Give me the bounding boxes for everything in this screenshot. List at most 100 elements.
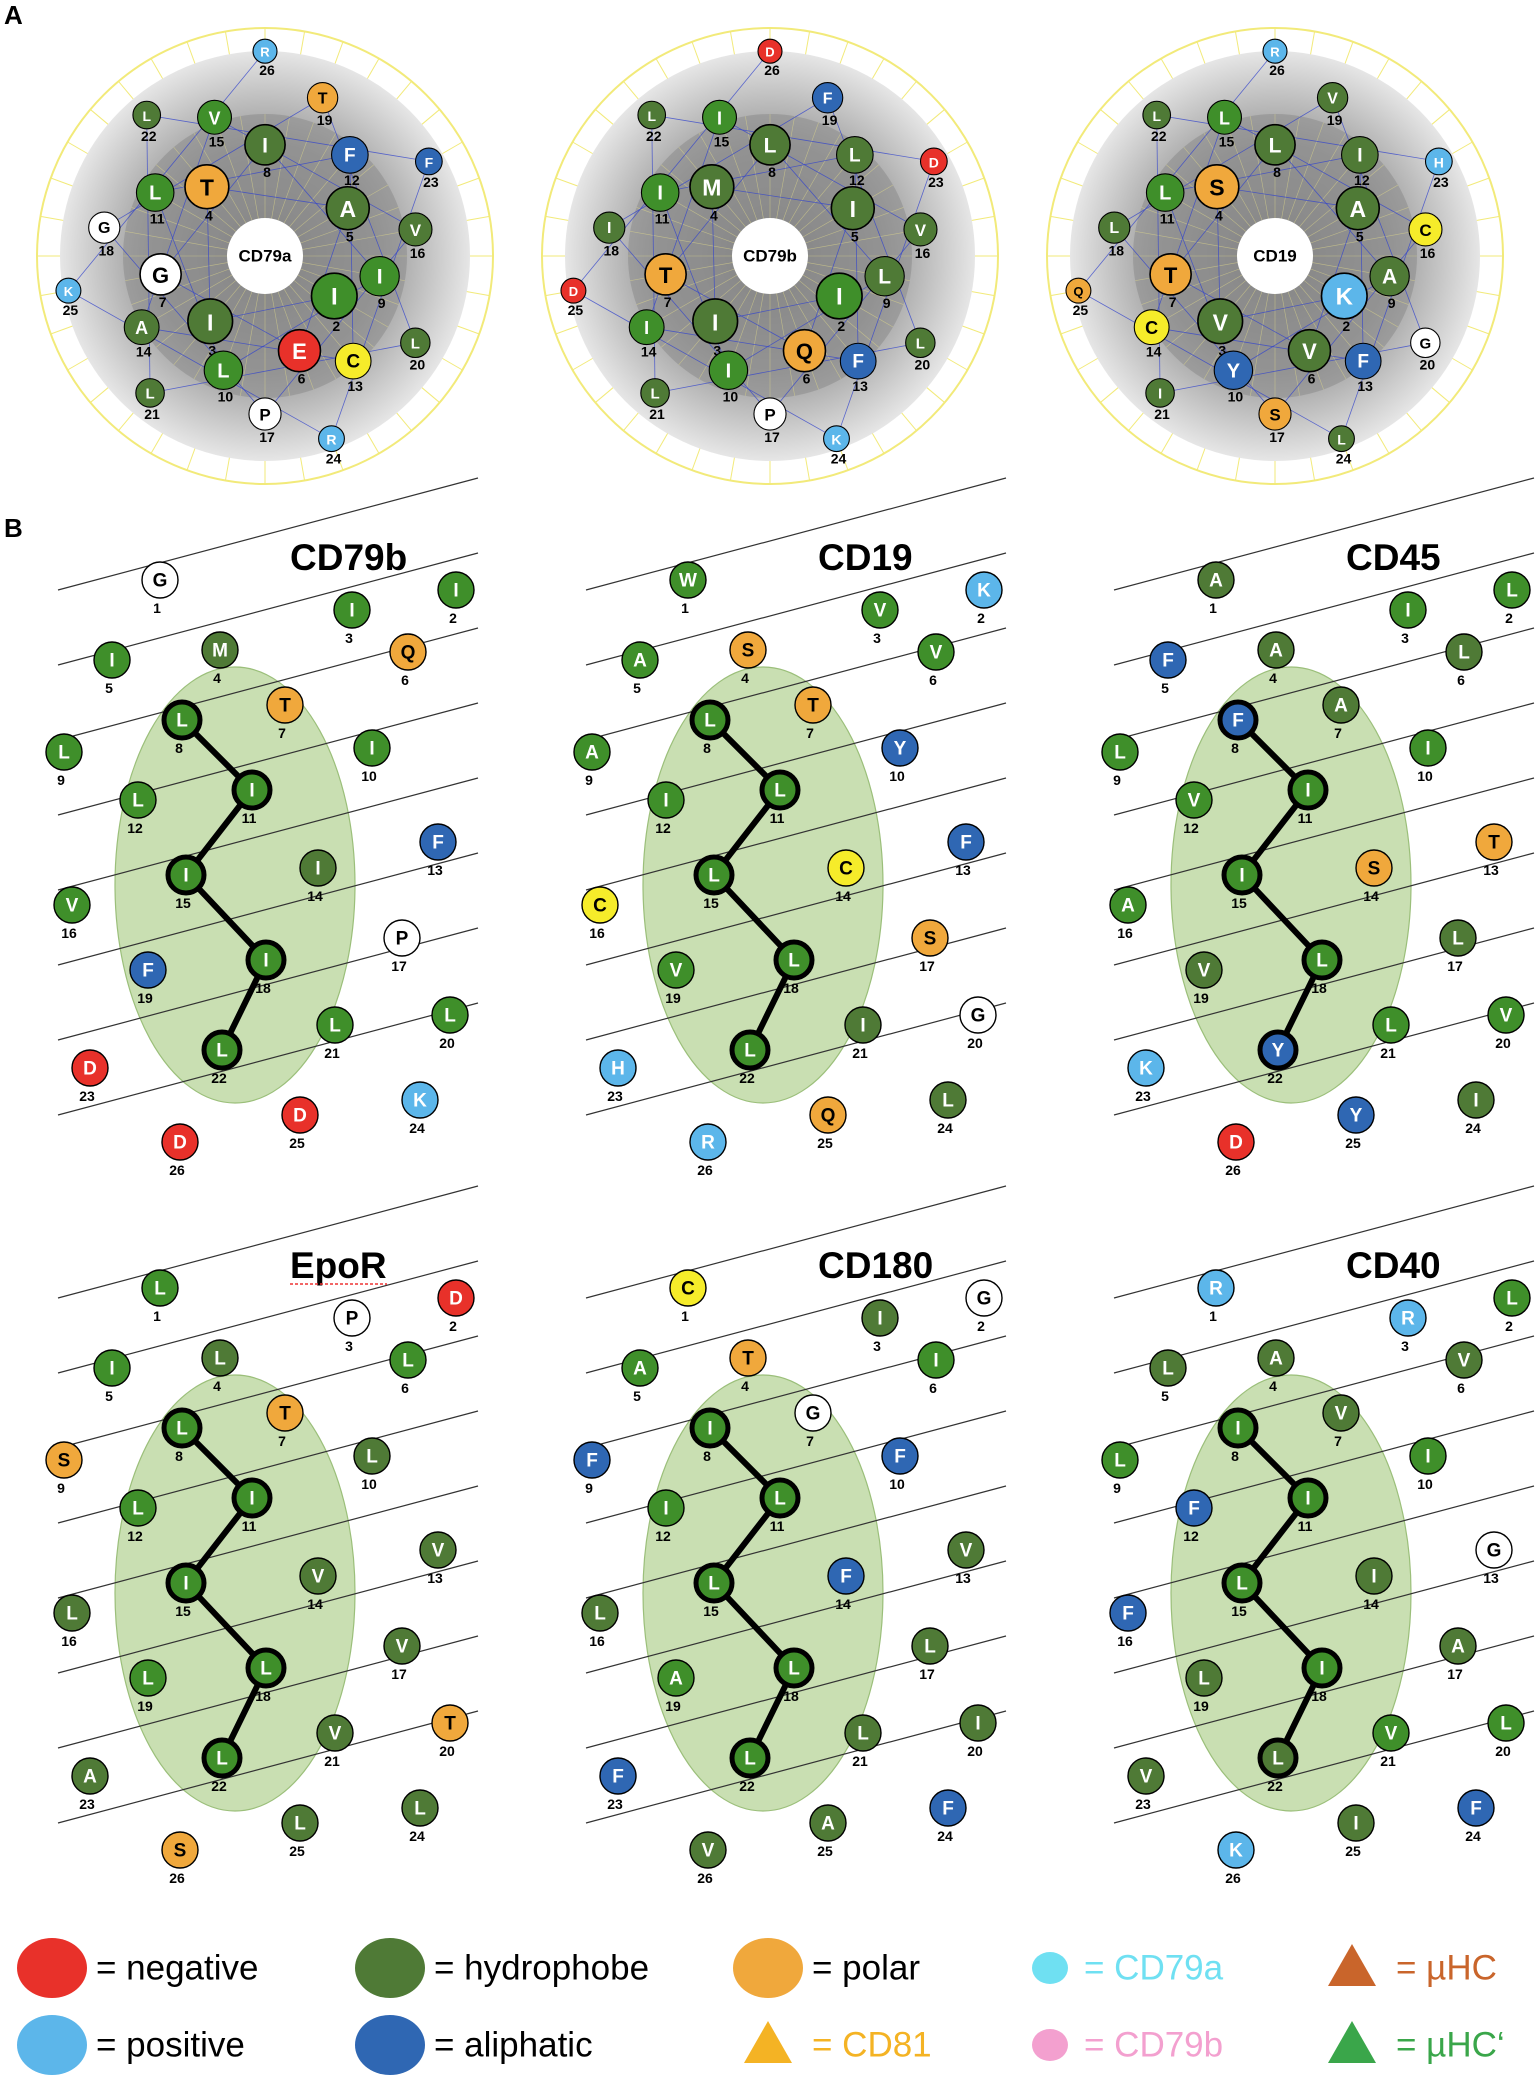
residue-circle bbox=[965, 571, 1003, 609]
residue-number: 21 bbox=[852, 1753, 868, 1769]
net-residue: L 22 bbox=[201, 1029, 243, 1086]
net-residue: L 15 bbox=[693, 854, 735, 911]
net-residue: L 16 bbox=[581, 1594, 619, 1649]
residue-circle bbox=[132, 100, 162, 130]
residue-number: 9 bbox=[585, 1480, 593, 1496]
residue-letter: T bbox=[279, 1404, 291, 1425]
residue-letter: L bbox=[1159, 183, 1171, 205]
residue-number: 23 bbox=[79, 1088, 95, 1104]
residue-number: 13 bbox=[852, 378, 868, 394]
wheel-residue: G7 bbox=[139, 253, 182, 310]
residue-circle bbox=[1301, 1647, 1343, 1689]
net-residue: T7 bbox=[266, 1394, 304, 1449]
residue-circle bbox=[55, 277, 82, 304]
residue-circle bbox=[809, 1096, 847, 1134]
residue-letter: L bbox=[1152, 108, 1161, 124]
residue-letter: A bbox=[1382, 266, 1397, 289]
residue-number: 4 bbox=[741, 1378, 749, 1394]
residue-number: 19 bbox=[137, 990, 153, 1006]
wheel-spoke bbox=[131, 268, 230, 305]
wheel-residue: F 12 bbox=[330, 136, 369, 188]
wheel-residue: L 10 bbox=[203, 350, 244, 404]
residue-number: 3 bbox=[873, 630, 881, 646]
residue-circle bbox=[573, 1441, 611, 1479]
residue-letter: R bbox=[1270, 45, 1280, 60]
residue-circle bbox=[161, 1123, 199, 1161]
wheel-residue: C 14 bbox=[1133, 309, 1170, 360]
residue-circle bbox=[201, 1029, 243, 1071]
residue-letter: L bbox=[142, 108, 151, 124]
residue-letter: I bbox=[657, 183, 663, 205]
net-residue: L 21 bbox=[844, 1714, 882, 1769]
residue-circle bbox=[437, 1279, 475, 1317]
residue-letter: P bbox=[396, 929, 409, 950]
net-residue: P3 bbox=[333, 1299, 371, 1354]
residue-number: 1 bbox=[681, 600, 689, 616]
residue-number: 19 bbox=[137, 1698, 153, 1714]
residue-number: 14 bbox=[1363, 1596, 1379, 1612]
residue-letter: L bbox=[849, 145, 861, 166]
residue-letter: L bbox=[1272, 1749, 1284, 1770]
residue-number: 20 bbox=[1420, 357, 1436, 373]
net-residue: D 26 bbox=[161, 1123, 199, 1178]
residue-letter: L bbox=[66, 1604, 78, 1625]
residue-letter: L bbox=[1198, 1669, 1210, 1690]
residue-circle bbox=[929, 1789, 967, 1827]
residue-circle bbox=[959, 996, 997, 1034]
residue-circle bbox=[1424, 147, 1453, 176]
residue-circle bbox=[88, 211, 121, 244]
residue-letter: Q bbox=[401, 643, 416, 664]
residue-circle bbox=[844, 1714, 882, 1752]
residue-number: 13 bbox=[1483, 862, 1499, 878]
residue-letter: L bbox=[788, 951, 800, 972]
residue-letter: I bbox=[369, 739, 374, 760]
residue-circle bbox=[811, 82, 844, 114]
residue-letter: R bbox=[326, 432, 336, 448]
residue-letter: I bbox=[262, 134, 268, 157]
residue-circle bbox=[947, 1531, 985, 1569]
residue-number: 15 bbox=[1231, 1603, 1247, 1619]
residue-circle bbox=[201, 1737, 243, 1779]
residue-number: 24 bbox=[831, 451, 847, 467]
residue-number: 12 bbox=[655, 1528, 671, 1544]
residue-letter: C bbox=[1419, 221, 1431, 240]
wheel-residue: I3 bbox=[692, 298, 739, 359]
residue-circle bbox=[431, 996, 469, 1034]
residue-circle bbox=[45, 1441, 83, 1479]
residue-circle bbox=[266, 1394, 304, 1432]
residue-circle bbox=[1065, 277, 1092, 304]
wheel-residue: L 12 bbox=[835, 136, 874, 188]
wheel-residue: V 15 bbox=[197, 99, 233, 149]
legend-item: = positive bbox=[17, 2015, 245, 2075]
helix-net-cd40: CD40R1L2R3A4L5V6V7I8L9I10I11F12G13I14L15… bbox=[1101, 1185, 1535, 1886]
helix-title: EpoR bbox=[290, 1245, 387, 1286]
residue-circle bbox=[628, 309, 665, 346]
net-residue: A 25 bbox=[809, 1804, 847, 1859]
wheel-residue: L 15 bbox=[1207, 99, 1243, 149]
residue-circle bbox=[1257, 1029, 1299, 1071]
net-residue: V7 bbox=[1322, 1394, 1360, 1449]
residue-number: 18 bbox=[1311, 980, 1327, 996]
residue-circle bbox=[773, 1647, 815, 1689]
net-residue: F5 bbox=[1149, 641, 1187, 696]
residue-number: 15 bbox=[714, 133, 730, 149]
residue-circle bbox=[794, 1394, 832, 1432]
wheel-residue: I 11 bbox=[640, 173, 680, 226]
residue-letter: L bbox=[708, 1574, 720, 1595]
net-residue: V 19 bbox=[657, 951, 695, 1006]
wheel-residue: S 17 bbox=[1258, 397, 1292, 445]
wheel-spoke bbox=[788, 132, 842, 224]
residue-letter: I bbox=[263, 951, 268, 972]
residue-number: 9 bbox=[1113, 1480, 1121, 1496]
residue-circle bbox=[1185, 1659, 1223, 1697]
residue-number: 7 bbox=[1169, 294, 1177, 310]
residue-number: 20 bbox=[967, 1743, 983, 1759]
residue-letter: I bbox=[663, 791, 668, 812]
residue-number: 2 bbox=[332, 318, 340, 334]
net-residue: L6 bbox=[389, 1341, 427, 1396]
net-residue: I 18 bbox=[1301, 1647, 1343, 1704]
residue-circle bbox=[1301, 939, 1343, 981]
residue-circle bbox=[1335, 185, 1381, 231]
residue-circle bbox=[1149, 1349, 1187, 1387]
net-residue: A 16 bbox=[1109, 886, 1147, 941]
